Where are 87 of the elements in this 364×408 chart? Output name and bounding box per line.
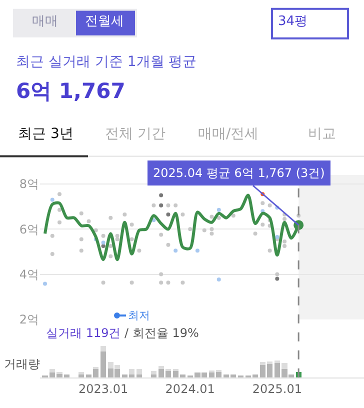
point: [260, 222, 265, 227]
point: [50, 198, 54, 202]
point: [275, 272, 280, 276]
point: [166, 280, 170, 285]
point: [79, 248, 84, 253]
point: [166, 203, 170, 208]
point: [202, 228, 206, 232]
chart-subtitle: 6억 1,767: [16, 79, 126, 103]
x-tick-label: 2023.01: [78, 382, 128, 396]
point: [282, 244, 287, 248]
point: [43, 282, 47, 286]
annotation: 2025.04 평균 6억 1,767 (3건): [153, 166, 325, 180]
text: 전월세: [85, 14, 124, 29]
y-tick-label: 4억: [19, 267, 39, 282]
text: 34평: [278, 14, 308, 29]
point: [115, 234, 120, 238]
point: [115, 237, 120, 242]
point: [130, 222, 134, 227]
point: [159, 280, 164, 285]
point: [152, 203, 156, 208]
point: [101, 244, 106, 248]
bar: [128, 368, 135, 374]
point: [282, 216, 287, 221]
point: [58, 208, 62, 212]
point: [275, 276, 280, 281]
bar: [158, 366, 164, 369]
point: [180, 212, 185, 216]
point: [108, 216, 113, 220]
point: [58, 220, 62, 224]
bar: [136, 368, 142, 374]
point: [159, 193, 164, 198]
point: [166, 212, 170, 216]
point: [216, 208, 221, 212]
bar: [100, 351, 106, 378]
point: [253, 232, 258, 236]
point: [122, 212, 127, 216]
point: [50, 252, 54, 256]
point: [216, 216, 221, 220]
point: [210, 232, 214, 236]
bar: [150, 371, 157, 374]
point: [210, 214, 214, 219]
point: [216, 277, 221, 282]
bar: [282, 362, 288, 369]
point: [188, 227, 192, 232]
chart-title: 최근 실거래 기준 1개월 평균: [16, 54, 197, 70]
point: [130, 280, 134, 285]
y-tick-label: 2억: [19, 312, 39, 327]
bar: [274, 360, 280, 363]
point: [108, 244, 113, 248]
point: [58, 192, 62, 196]
point: [137, 248, 142, 253]
x-tick-label: 2025.01: [252, 382, 302, 396]
point: [282, 240, 287, 244]
point: [79, 211, 84, 216]
text: 비교: [308, 126, 336, 142]
point: [260, 201, 265, 206]
point: [86, 219, 91, 224]
point: [101, 234, 106, 238]
point: [94, 228, 98, 232]
annotation: 최저: [128, 309, 150, 322]
text: 매매/전세: [198, 126, 259, 142]
text: 매매: [32, 14, 58, 29]
point: [166, 242, 170, 247]
point: [108, 254, 113, 258]
point: [231, 214, 236, 218]
bar: [100, 346, 106, 352]
point: [50, 234, 54, 238]
y-tick-label: 6억: [19, 222, 39, 236]
point: [159, 232, 164, 237]
point: [180, 280, 185, 285]
x-tick-label: 2024.01: [165, 382, 215, 396]
y-axis-title: 거래량: [4, 357, 40, 371]
point: [130, 237, 134, 242]
text: 전체 기간: [105, 126, 166, 142]
point: [268, 203, 272, 208]
point: [101, 240, 106, 245]
y-tick-label: 8억: [19, 177, 39, 192]
point: [159, 272, 164, 276]
point: [195, 248, 200, 253]
point: [174, 203, 178, 208]
point: [174, 248, 178, 253]
point: [101, 280, 106, 285]
point: [268, 248, 272, 253]
text: 최근 3년: [18, 126, 74, 142]
point: [210, 227, 214, 232]
text: 실거래 119건 / 회전율 19%: [46, 326, 199, 340]
point: [79, 237, 84, 242]
